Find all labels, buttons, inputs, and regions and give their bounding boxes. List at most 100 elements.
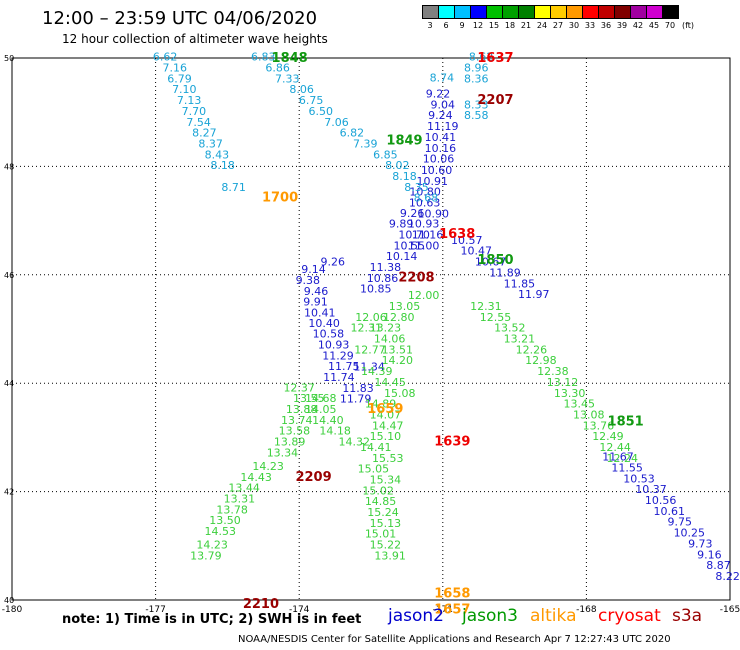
- time-label: 1639: [434, 435, 470, 450]
- swh-value-label: 12.55: [480, 311, 512, 324]
- swh-value-label: 12.38: [537, 365, 569, 378]
- swh-value-label: 11.34: [353, 361, 385, 374]
- swh-value-label: 14.23: [196, 539, 228, 552]
- y-tick-label: 40: [4, 596, 14, 605]
- time-label: 2207: [477, 93, 513, 108]
- time-label: 1637: [477, 51, 513, 66]
- y-tick-label: 50: [4, 54, 14, 63]
- time-label: 1851: [608, 414, 644, 429]
- swh-value-label: 9.38: [296, 274, 321, 287]
- swh-value-label: 8.27: [192, 127, 217, 140]
- swh-value-label: 10.55: [394, 239, 426, 252]
- swh-value-label: 10.93: [408, 218, 440, 231]
- color-swatch-label: 33: [584, 21, 596, 30]
- swh-value-label: 14.47: [372, 419, 404, 432]
- swh-value-label: 14.85: [365, 495, 397, 508]
- swh-value-label: 11.79: [340, 393, 372, 406]
- swh-value-label: 8.33: [464, 98, 489, 111]
- color-swatch-label: 9: [459, 21, 465, 30]
- swh-value-label: 10.47: [461, 245, 493, 258]
- swh-value-label: 11.29: [322, 349, 354, 362]
- swh-value-label: 6.62: [153, 51, 178, 64]
- time-label: 1659: [367, 402, 403, 417]
- swh-value-label: 10.37: [635, 483, 667, 496]
- swh-value-label: 6.50: [308, 105, 333, 118]
- swh-value-label: 10.93: [318, 339, 350, 352]
- color-swatch-label: 36: [600, 21, 612, 30]
- time-label: 2208: [398, 270, 434, 285]
- swh-value-label: 8.58: [464, 109, 489, 122]
- satellite-legend-cryosat: cryosat: [598, 606, 661, 626]
- swh-value-label: 10.06: [423, 153, 455, 166]
- swh-value-label: 7.33: [275, 72, 300, 85]
- swh-value-label: 8.43: [205, 148, 230, 161]
- color-swatch-label: 45: [648, 21, 660, 30]
- swh-value-label: 10.57: [451, 234, 483, 247]
- swh-value-label: 13.08: [573, 408, 605, 421]
- swh-value-label: 8.68: [414, 192, 439, 205]
- swh-value-label: 8.35: [404, 181, 429, 194]
- swh-value-label: 8.74: [430, 71, 455, 84]
- chart-title: 12:00 – 23:59 UTC 04/06/2020: [42, 8, 318, 29]
- swh-value-label: 10.56: [645, 494, 677, 507]
- swh-value-label: 12.44: [599, 441, 631, 454]
- time-label: 1658: [434, 586, 470, 601]
- color-swatch-label: 70: [664, 21, 676, 30]
- swh-value-label: 10.90: [417, 207, 449, 220]
- time-label: 2209: [295, 470, 331, 485]
- credit-line: NOAA/NESDIS Center for Satellite Applica…: [238, 634, 671, 645]
- swh-value-label: 14.45: [374, 376, 406, 389]
- swh-value-label: 14.18: [319, 425, 351, 438]
- swh-value-label: 9.91: [303, 296, 328, 309]
- swh-value-label: 11.00: [408, 239, 440, 252]
- swh-value-label: 12.49: [592, 430, 624, 443]
- time-label: 1700: [262, 191, 298, 206]
- swh-value-label: 8.87: [706, 559, 731, 572]
- satellite-legend-s3a: s3a: [672, 606, 703, 626]
- color-swatch-label: 21: [520, 21, 532, 30]
- color-swatch-label: 12: [472, 21, 484, 30]
- swh-value-label: 14.68: [305, 392, 337, 405]
- swh-value-label: 6.86: [265, 62, 290, 75]
- swh-value-label: 10.41: [304, 307, 336, 320]
- swh-value-label: 11.83: [342, 382, 374, 395]
- swh-value-label: 11.19: [427, 120, 459, 133]
- swh-value-label: 11.16: [412, 228, 444, 241]
- swh-value-label: 9.46: [304, 285, 329, 298]
- swh-value-label: 7.06: [324, 116, 349, 129]
- swh-value-label: 10.70: [398, 228, 430, 241]
- swh-value-label: 8.02: [385, 159, 410, 172]
- swh-value-label: 10.60: [421, 164, 453, 177]
- time-label: 1849: [386, 134, 422, 149]
- swh-value-label: 8.36: [464, 72, 489, 85]
- swh-value-label: 13.45: [563, 398, 595, 411]
- y-tick-label: 42: [4, 488, 14, 497]
- swh-value-label: 8.37: [198, 137, 223, 150]
- swh-value-label: 8.96: [464, 62, 489, 75]
- swh-value-label: 15.08: [384, 387, 416, 400]
- swh-value-label: 7.13: [177, 94, 202, 107]
- swh-value-label: 11.75: [328, 360, 360, 373]
- satellite-legend-jason3: jason3: [462, 606, 518, 626]
- swh-value-label: 7.39: [353, 137, 378, 150]
- swh-value-label: 13.44: [228, 482, 260, 495]
- satellite-legend-altika: altika: [530, 606, 577, 626]
- swh-value-label: 13.76: [583, 419, 615, 432]
- swh-value-label: 12.80: [383, 311, 415, 324]
- swh-value-label: 10.16: [425, 142, 457, 155]
- swh-value-label: 11.89: [489, 266, 521, 279]
- swh-value-label: 8.71: [221, 181, 246, 194]
- x-tick-label: -180: [2, 605, 23, 615]
- swh-value-label: 12.06: [355, 311, 387, 324]
- color-swatch-label: 42: [632, 21, 644, 30]
- x-tick-label: -177: [145, 605, 165, 615]
- swh-value-label: 13.74: [281, 414, 313, 427]
- swh-value-label: 15.01: [365, 528, 397, 541]
- swh-value-label: 12.26: [516, 343, 548, 356]
- swh-value-label: 10.63: [409, 197, 441, 210]
- swh-value-label: 14.53: [204, 525, 236, 538]
- x-tick-label: -174: [289, 605, 310, 615]
- swh-value-label: 13.91: [374, 549, 406, 562]
- swh-value-label: 11.74: [323, 371, 355, 384]
